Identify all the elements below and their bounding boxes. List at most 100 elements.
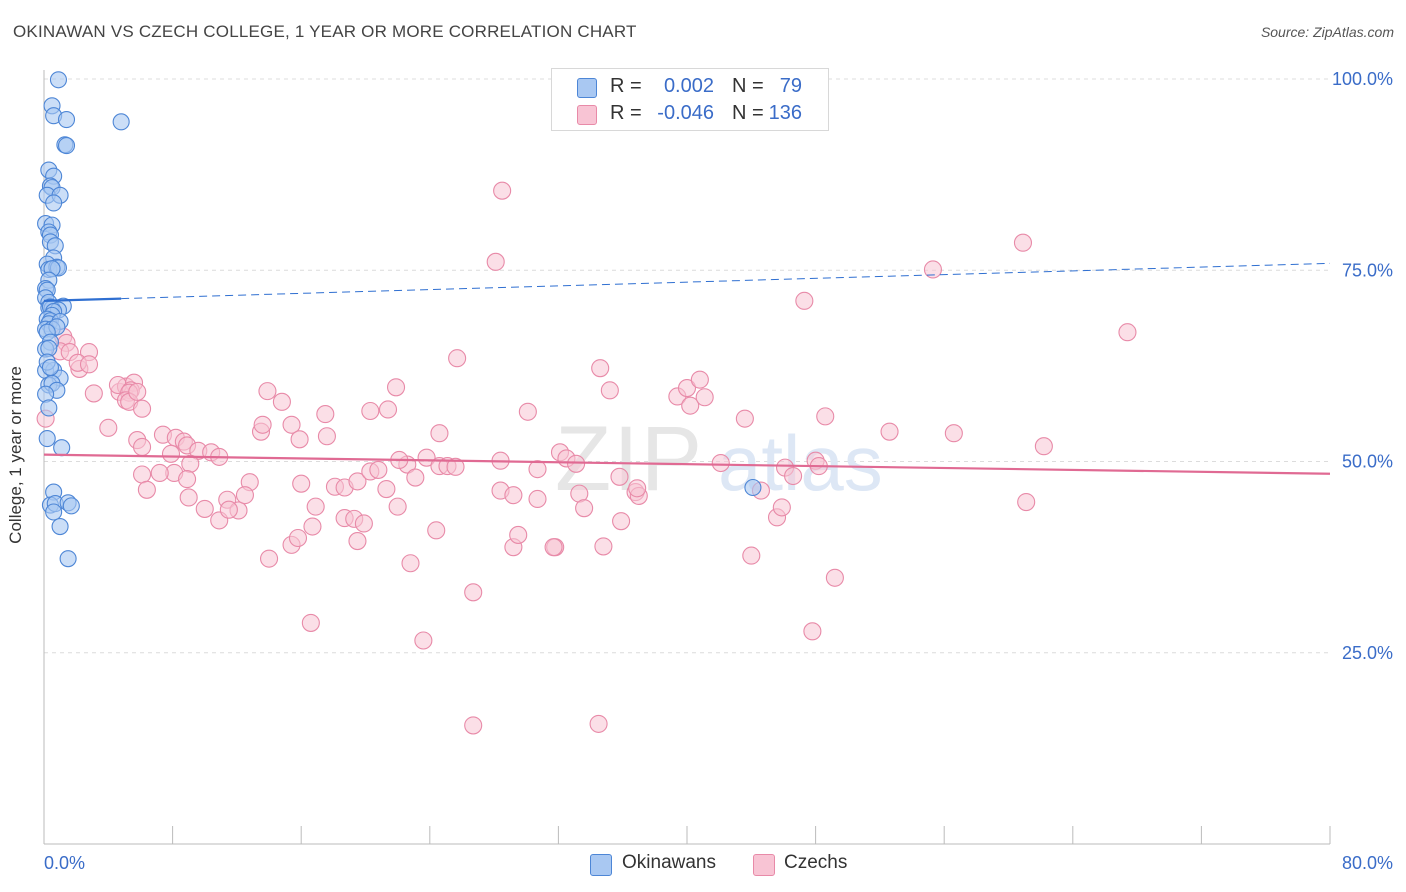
czechs-point [591, 359, 610, 378]
czechs-point [518, 402, 537, 421]
okinawans-point [62, 497, 80, 515]
grid-lines [44, 78, 1330, 654]
czechs-point [290, 430, 309, 449]
czechs-point [301, 613, 320, 632]
czechs-point [628, 479, 647, 498]
czechs-point [509, 525, 528, 544]
czechs-point [317, 427, 336, 446]
x-tick-label: 80.0% [1342, 853, 1393, 873]
czechs-point [99, 418, 118, 437]
czechs-point [600, 381, 619, 400]
legend-swatch-blue [577, 78, 597, 98]
czechs-point [446, 457, 465, 476]
czechs-point [567, 454, 586, 473]
czechs-point [195, 499, 214, 518]
okinawans-trend-dashed [121, 262, 1331, 300]
czechs-point [1013, 233, 1033, 252]
legend-r-value: -0.046 [657, 102, 714, 124]
trend-lines [43, 262, 1331, 475]
legend-czechs-label: Czechs [784, 852, 848, 873]
czechs-point [348, 472, 367, 491]
watermark-atlas: atlas [718, 419, 883, 507]
legend-row-okinawans: R = 0.002 N = 79 [552, 74, 828, 100]
czechs-point [594, 537, 613, 556]
czechs-point [486, 252, 505, 271]
czechs-point [681, 396, 700, 415]
czechs-point [133, 437, 152, 457]
legend-r-label: R = [610, 75, 642, 97]
tick-labels: 25.0% 50.0% 75.0% 100.0% 0.0% 80.0% [44, 69, 1393, 873]
czechs-point [464, 583, 483, 602]
okinawans-point [45, 194, 63, 212]
czechs-point [816, 407, 835, 426]
okinawans-point [45, 503, 63, 521]
czechs-point [137, 480, 156, 499]
legend-series: Okinawans Czechs [590, 852, 870, 876]
czechs-point [544, 538, 563, 557]
czechs-point [414, 631, 433, 650]
czechs-point [695, 388, 714, 407]
czechs-point [1017, 492, 1036, 512]
legend-r-value: 0.002 [663, 75, 714, 97]
czechs-point [448, 349, 467, 368]
czechs-point [348, 532, 367, 551]
czechs-point [880, 422, 899, 441]
okinawans-point [59, 550, 77, 568]
czechs-point [386, 378, 406, 397]
czechs-point [378, 400, 398, 419]
czechs-point [528, 460, 547, 479]
x-tick-label: 0.0% [44, 853, 85, 873]
y-tick-label: 50.0% [1342, 452, 1393, 472]
okinawans-point [744, 478, 762, 497]
czechs-point [282, 415, 301, 434]
czechs-point [742, 546, 761, 565]
y-tick-label: 75.0% [1342, 260, 1393, 280]
czechs-point [369, 460, 388, 479]
legend-czechs-swatch [753, 854, 775, 876]
czechs-point [677, 379, 697, 398]
legend-r-label: R = [610, 102, 642, 124]
czechs-point [178, 470, 197, 489]
czechs-point [235, 486, 254, 505]
czechs-point [377, 479, 396, 499]
y-tick-label: 100.0% [1332, 69, 1393, 89]
czechs-point [401, 554, 420, 573]
czechs-point [361, 401, 380, 421]
czechs-point [417, 448, 436, 467]
czechs-point [388, 497, 407, 516]
czechs-point [1118, 323, 1137, 342]
czechs-point [79, 355, 99, 374]
czechs-point [923, 260, 942, 279]
czechs-point [528, 489, 547, 509]
okinawans-points [37, 71, 762, 568]
legend-swatch-pink [577, 105, 597, 125]
czechs-point [258, 382, 277, 401]
legend-n-label: N = [732, 102, 764, 124]
czechs-point [612, 512, 631, 531]
czechs-point [316, 405, 335, 424]
czechs-point [690, 370, 709, 389]
czechs-point [1034, 437, 1053, 456]
czechs-point [589, 714, 608, 733]
czechs-point [406, 468, 425, 487]
czechs-point [825, 568, 844, 587]
czechs-point [610, 467, 629, 486]
czechs-point [303, 517, 322, 536]
czechs-point [427, 521, 446, 540]
okinawans-point [51, 517, 69, 536]
czechs-point [84, 384, 103, 403]
czechs-point [150, 463, 169, 483]
czechs-point [128, 382, 147, 401]
czechs-point [288, 528, 308, 548]
czechs-point [772, 498, 791, 517]
czechs-point [292, 474, 311, 493]
legend-row-czechs: R = -0.046 N = 136 [552, 101, 828, 127]
okinawans-point [57, 110, 76, 129]
czechs-point [179, 488, 198, 507]
czechs-point [803, 622, 822, 641]
legend-n-value: 136 [768, 102, 802, 124]
czechs-point [464, 716, 483, 735]
czechs-point [133, 399, 152, 418]
okinawans-point [112, 113, 130, 131]
czechs-point [259, 549, 279, 568]
